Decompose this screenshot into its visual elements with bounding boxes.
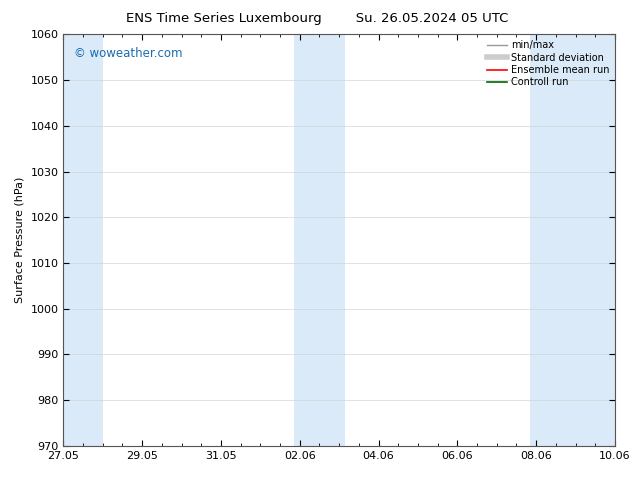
Bar xyxy=(530,34,621,446)
Text: ENS Time Series Luxembourg        Su. 26.05.2024 05 UTC: ENS Time Series Luxembourg Su. 26.05.202… xyxy=(126,12,508,25)
Text: © woweather.com: © woweather.com xyxy=(74,47,183,60)
Legend: min/max, Standard deviation, Ensemble mean run, Controll run: min/max, Standard deviation, Ensemble me… xyxy=(483,36,613,91)
Y-axis label: Surface Pressure (hPa): Surface Pressure (hPa) xyxy=(15,177,25,303)
Bar xyxy=(58,34,103,446)
Bar xyxy=(294,34,345,446)
